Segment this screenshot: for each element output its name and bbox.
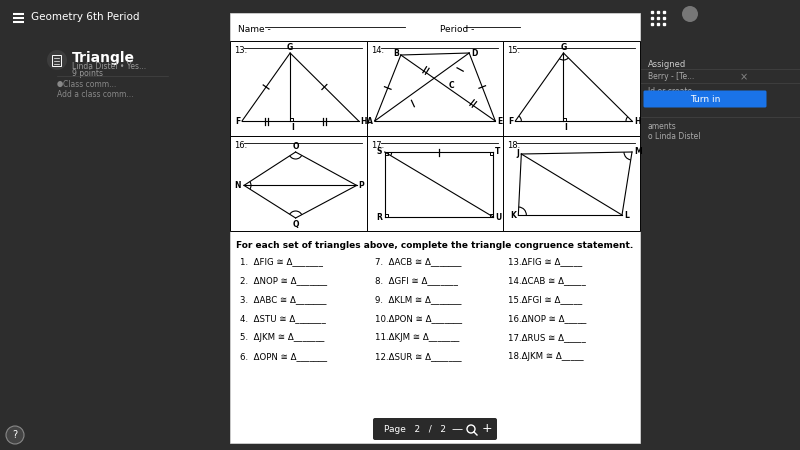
Text: ?: ?: [13, 430, 18, 440]
Text: 13.: 13.: [234, 46, 247, 55]
Text: Period -: Period -: [440, 25, 474, 34]
Text: Linda Distel • Yes...: Linda Distel • Yes...: [72, 62, 146, 71]
Bar: [503, 41, 640, 136]
Text: G: G: [287, 43, 294, 52]
Text: 5.  ΔJKM ≅ Δ_______: 5. ΔJKM ≅ Δ_______: [240, 333, 324, 342]
Text: Name -: Name -: [238, 25, 270, 34]
Text: H: H: [634, 117, 641, 126]
Text: M: M: [634, 148, 642, 157]
Text: o Linda Distel: o Linda Distel: [648, 132, 701, 141]
Text: N: N: [234, 181, 241, 190]
Text: Page   2   /   2: Page 2 / 2: [384, 424, 446, 433]
Text: Add a class comm...: Add a class comm...: [57, 90, 134, 99]
Text: 8.  ΔGFI ≅ Δ_______: 8. ΔGFI ≅ Δ_______: [375, 276, 458, 285]
Bar: [503, 136, 640, 231]
Text: 15.: 15.: [507, 46, 521, 55]
Text: R: R: [376, 212, 382, 221]
Text: F: F: [508, 117, 514, 126]
Circle shape: [6, 426, 24, 444]
Text: 17.ΔRUS ≅ Δ_____: 17.ΔRUS ≅ Δ_____: [508, 333, 586, 342]
Text: 16.ΔNOP ≅ Δ_____: 16.ΔNOP ≅ Δ_____: [508, 314, 586, 323]
FancyBboxPatch shape: [52, 55, 61, 66]
Text: ⬤: ⬤: [57, 81, 63, 87]
FancyBboxPatch shape: [373, 418, 497, 440]
Circle shape: [47, 50, 67, 70]
Text: 15.ΔFGI ≅ Δ_____: 15.ΔFGI ≅ Δ_____: [508, 295, 582, 304]
Text: J: J: [517, 148, 519, 157]
Bar: [230, 136, 366, 231]
Text: aments: aments: [648, 122, 677, 131]
Text: 13.ΔFIG ≅ Δ_____: 13.ΔFIG ≅ Δ_____: [508, 257, 582, 266]
Text: Geometry 6th Period: Geometry 6th Period: [31, 12, 139, 22]
Text: 2.  ΔNOP ≅ Δ_______: 2. ΔNOP ≅ Δ_______: [240, 276, 327, 285]
Text: —: —: [451, 424, 462, 434]
Text: 7.  ΔACB ≅ Δ_______: 7. ΔACB ≅ Δ_______: [375, 257, 462, 266]
Text: 16.: 16.: [234, 141, 247, 150]
Text: 6.  ΔOPN ≅ Δ_______: 6. ΔOPN ≅ Δ_______: [240, 352, 327, 361]
Text: P: P: [358, 181, 365, 190]
Text: Assigned: Assigned: [648, 60, 686, 69]
Text: U: U: [495, 212, 502, 221]
Text: ×: ×: [740, 72, 748, 82]
Text: L: L: [624, 211, 629, 220]
Bar: [640, 0, 800, 450]
Text: O: O: [292, 142, 299, 151]
Text: 1.  ΔFIG ≅ Δ_______: 1. ΔFIG ≅ Δ_______: [240, 257, 323, 266]
Text: G: G: [560, 43, 566, 52]
Circle shape: [682, 6, 698, 22]
Text: 4.  ΔSTU ≅ Δ_______: 4. ΔSTU ≅ Δ_______: [240, 314, 326, 323]
Text: 9 points: 9 points: [72, 69, 103, 78]
Text: Triangle: Triangle: [72, 51, 135, 65]
Text: 12.ΔSUR ≅ Δ_______: 12.ΔSUR ≅ Δ_______: [375, 352, 462, 361]
Text: 3.  ΔABC ≅ Δ_______: 3. ΔABC ≅ Δ_______: [240, 295, 326, 304]
Text: I: I: [565, 123, 567, 132]
Text: B: B: [393, 50, 399, 58]
Text: Class comm...: Class comm...: [63, 80, 116, 89]
Text: 18.ΔJKM ≅ Δ_____: 18.ΔJKM ≅ Δ_____: [508, 352, 584, 361]
Text: S: S: [376, 148, 382, 157]
Text: H: H: [361, 117, 367, 126]
Text: 11.ΔKJM ≅ Δ_______: 11.ΔKJM ≅ Δ_______: [375, 333, 459, 342]
Text: A: A: [366, 117, 373, 126]
Text: 14.: 14.: [370, 46, 384, 55]
Text: E: E: [498, 117, 502, 126]
Text: For each set of triangles above, complete the triangle congruence statement.: For each set of triangles above, complet…: [236, 241, 634, 250]
Text: ld or create: ld or create: [648, 87, 692, 96]
Text: F: F: [234, 117, 240, 126]
Text: Berry - [Te...: Berry - [Te...: [648, 72, 694, 81]
Text: C: C: [448, 81, 454, 90]
Text: Turn in: Turn in: [690, 94, 720, 104]
Text: +: +: [482, 423, 492, 436]
FancyBboxPatch shape: [643, 90, 766, 108]
Bar: [230, 13, 640, 443]
Text: D: D: [471, 49, 478, 58]
Text: 14.ΔCAB ≅ Δ_____: 14.ΔCAB ≅ Δ_____: [508, 276, 586, 285]
Bar: [0, 0, 172, 450]
Text: 18.: 18.: [507, 141, 521, 150]
Text: 10.ΔPON ≅ Δ_______: 10.ΔPON ≅ Δ_______: [375, 314, 462, 323]
Text: Q: Q: [292, 220, 299, 229]
Bar: [366, 41, 503, 136]
Text: K: K: [510, 211, 516, 220]
Text: 9.  ΔKLM ≅ Δ_______: 9. ΔKLM ≅ Δ_______: [375, 295, 462, 304]
Text: 17.: 17.: [370, 141, 384, 150]
Bar: [230, 41, 366, 136]
Text: T: T: [495, 148, 501, 157]
Text: I: I: [291, 123, 294, 132]
Bar: [366, 136, 503, 231]
